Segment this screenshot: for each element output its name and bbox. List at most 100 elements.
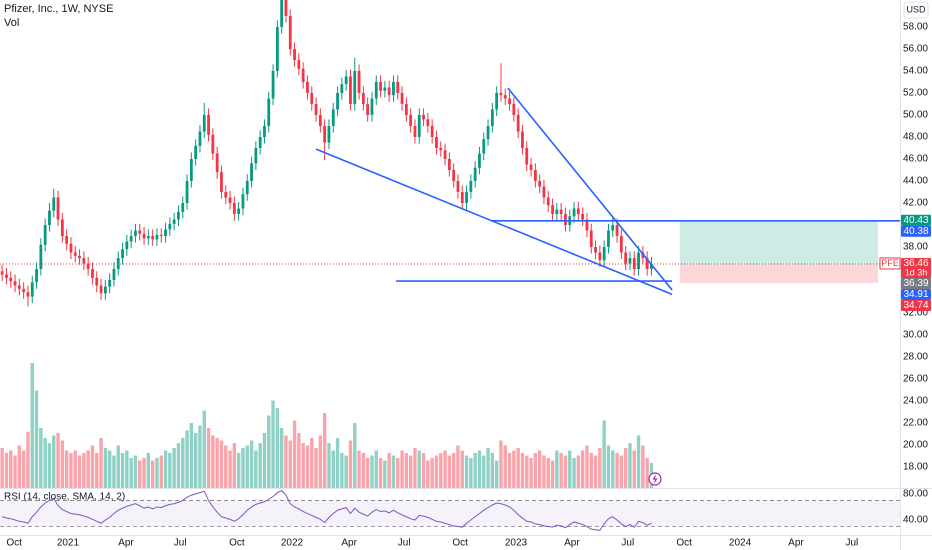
price-label-bg (901, 288, 931, 300)
price-label-bg (901, 299, 931, 311)
candle-body (340, 84, 344, 93)
candle-body (538, 181, 542, 187)
volume-bar (340, 453, 344, 488)
candle-body (306, 81, 309, 93)
price-label-bg (901, 277, 931, 289)
volume-bar (82, 453, 86, 488)
candle-body (73, 252, 77, 256)
volume-bar (439, 453, 443, 488)
volume-bar (236, 453, 241, 488)
candle-body (598, 252, 602, 261)
y-tick-label: 50.00 (903, 110, 928, 121)
candle-body (318, 114, 322, 126)
candle-body (56, 197, 60, 220)
candle-body (91, 269, 94, 278)
candle-body (585, 219, 589, 231)
candle-body (323, 125, 327, 143)
currency-label[interactable]: USD (906, 4, 926, 14)
x-tick-label: Oct (676, 538, 692, 549)
candle-body (379, 81, 382, 91)
x-tick-label: Apr (788, 538, 804, 549)
candle-body (426, 119, 430, 126)
candle-body (198, 131, 202, 146)
price-label: 36.39 (903, 278, 928, 289)
candle-body (211, 134, 215, 154)
candle-body (207, 114, 210, 135)
volume-bar (142, 458, 146, 488)
volume-bar (9, 450, 13, 488)
volume-bar (421, 453, 426, 488)
candle-body (134, 230, 137, 237)
position-target-zone (679, 220, 879, 265)
candle-body (95, 277, 99, 286)
volume-bar (73, 450, 77, 488)
currency-button[interactable] (903, 1, 929, 19)
candle-body (559, 209, 563, 215)
candle-body (417, 114, 421, 137)
candle-body (288, 15, 292, 49)
volume-bar (636, 435, 641, 488)
candle-body (112, 269, 116, 281)
candle-body (224, 192, 228, 198)
volume-bar (413, 448, 417, 488)
volume-bar (292, 420, 297, 488)
candle-body (435, 136, 438, 148)
candle-body (164, 229, 167, 237)
volume-bar (275, 408, 280, 488)
rsi-tick-label: 40.00 (903, 515, 928, 526)
volume-bar (464, 455, 469, 488)
volume-bar (404, 453, 409, 488)
y-tick-label: 52.00 (903, 88, 928, 99)
candle-body (310, 92, 314, 104)
candle-body (495, 92, 499, 110)
y-tick-label: 42.00 (903, 198, 928, 209)
candle-body (103, 286, 107, 294)
volume-bar (563, 455, 568, 488)
candle-body (366, 103, 370, 115)
candle-body (116, 258, 120, 270)
candle-body (396, 81, 400, 93)
volume-bar (168, 453, 172, 488)
candle-body (645, 258, 649, 270)
volume-bar (56, 433, 60, 488)
candle-body (490, 109, 494, 126)
x-tick-label: Oct (452, 538, 468, 549)
rsi-band-fill (0, 500, 900, 527)
volume-bar (469, 458, 473, 488)
candle-body (129, 236, 133, 242)
x-tick-label: Oct (6, 538, 22, 549)
candle-body (460, 192, 464, 204)
volume-bar (417, 450, 421, 488)
volume-bar (370, 455, 374, 488)
y-tick-label: 32.00 (903, 308, 928, 319)
candle-body (525, 147, 529, 165)
symbol-tag-bg (879, 257, 901, 270)
volume-bar (43, 438, 47, 488)
candle-body (151, 236, 155, 240)
volume-bar (34, 390, 39, 488)
volume-bar (224, 445, 228, 488)
x-tick-label: Jul (398, 538, 411, 549)
candle-body (250, 163, 253, 182)
volume-bar (17, 445, 22, 488)
candle-body (159, 234, 163, 237)
candle-body (478, 153, 481, 168)
candle-body (39, 244, 43, 270)
volume-bar (396, 458, 400, 488)
volume-bar (318, 435, 323, 488)
volume-bar (331, 450, 335, 488)
candle-body (400, 92, 404, 104)
candle-body (413, 125, 417, 137)
candle-body (22, 288, 26, 293)
volume-bar (39, 428, 43, 488)
volume-bar (159, 455, 163, 488)
volume-bar (279, 428, 284, 488)
candle-body (533, 170, 537, 182)
candle-body (43, 225, 47, 245)
volume-bar (206, 428, 211, 488)
candle-body (357, 70, 361, 93)
volume-bar (181, 438, 185, 488)
volume-bar (271, 400, 275, 488)
volume-bar (60, 440, 65, 488)
